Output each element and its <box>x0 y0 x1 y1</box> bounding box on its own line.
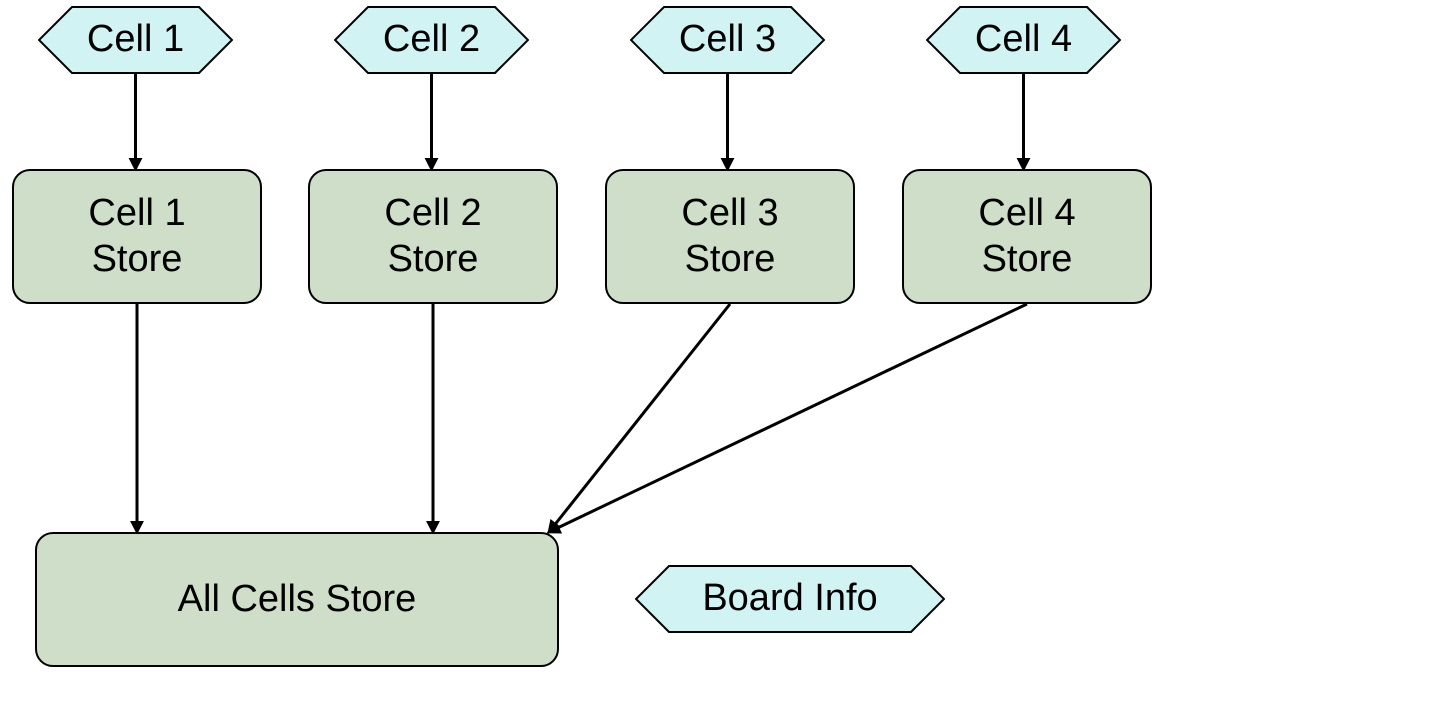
store3-node: Cell 3 Store <box>605 169 855 304</box>
cell4-node: Cell 4 <box>926 6 1121 74</box>
allstore-label: All Cells Store <box>178 577 417 623</box>
store2-label: Cell 2 Store <box>384 191 481 282</box>
store3-label: Cell 3 Store <box>681 191 778 282</box>
store1-node: Cell 1 Store <box>12 169 262 304</box>
edge-store3-to-allstore <box>549 304 730 532</box>
cell4-label: Cell 4 <box>975 17 1072 63</box>
store1-label: Cell 1 Store <box>88 191 185 282</box>
boardinfo-label: Board Info <box>702 576 877 622</box>
boardinfo-node: Board Info <box>635 565 945 633</box>
allstore-node: All Cells Store <box>35 532 559 667</box>
diagram-canvas: Cell 1 Cell 2 Cell 3 Cell 4 Cell 1 Store Cell… <box>0 0 1444 708</box>
store2-node: Cell 2 Store <box>308 169 558 304</box>
store4-node: Cell 4 Store <box>902 169 1152 304</box>
cell3-label: Cell 3 <box>679 17 776 63</box>
cell2-node: Cell 2 <box>334 6 529 74</box>
cell1-node: Cell 1 <box>38 6 233 74</box>
cell1-label: Cell 1 <box>87 17 184 63</box>
cell3-node: Cell 3 <box>630 6 825 74</box>
cell2-label: Cell 2 <box>383 17 480 63</box>
edge-store4-to-allstore <box>549 304 1027 532</box>
store4-label: Cell 4 Store <box>978 191 1075 282</box>
